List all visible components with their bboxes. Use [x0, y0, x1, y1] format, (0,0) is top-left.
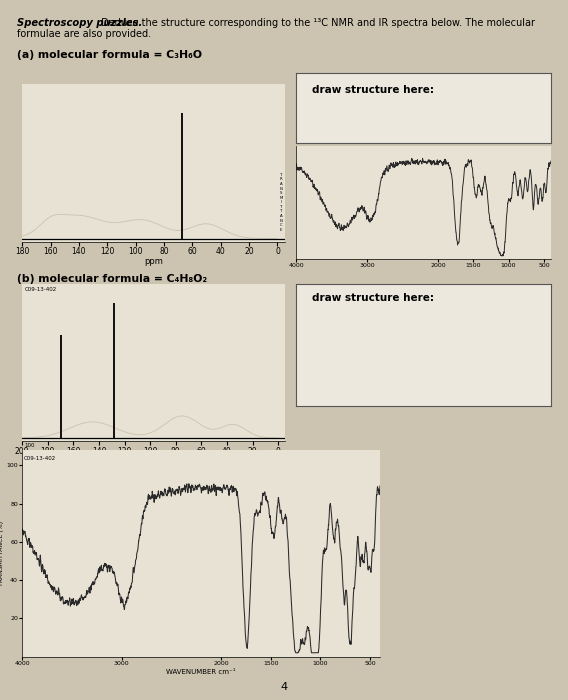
- Text: C09-13-402: C09-13-402: [24, 456, 56, 461]
- X-axis label: ppm: ppm: [144, 457, 163, 466]
- X-axis label: WAVENUMBER cm⁻¹: WAVENUMBER cm⁻¹: [166, 668, 236, 675]
- Text: Spectroscopy puzzles.: Spectroscopy puzzles.: [17, 18, 143, 28]
- Text: 4: 4: [281, 682, 287, 692]
- Text: draw structure here:: draw structure here:: [312, 293, 434, 303]
- Text: (b) molecular formula = C₄H₈O₂: (b) molecular formula = C₄H₈O₂: [17, 274, 207, 284]
- X-axis label: ppm: ppm: [144, 258, 163, 267]
- Text: Deduce the structure corresponding to the ¹³C NMR and IR spectra below. The mole: Deduce the structure corresponding to th…: [98, 18, 534, 28]
- Text: formulae are also provided.: formulae are also provided.: [17, 29, 151, 39]
- Y-axis label: TRANSMITTANCE (%): TRANSMITTANCE (%): [0, 521, 3, 586]
- Text: draw structure here:: draw structure here:: [312, 85, 434, 95]
- Text: 100: 100: [24, 443, 35, 448]
- Text: (a) molecular formula = C₃H₆O: (a) molecular formula = C₃H₆O: [17, 50, 202, 60]
- Text: T
R
A
N
S
M
I
T
T
A
N
C
E: T R A N S M I T T A N C E: [279, 173, 283, 232]
- Text: C09-13-402: C09-13-402: [25, 287, 57, 292]
